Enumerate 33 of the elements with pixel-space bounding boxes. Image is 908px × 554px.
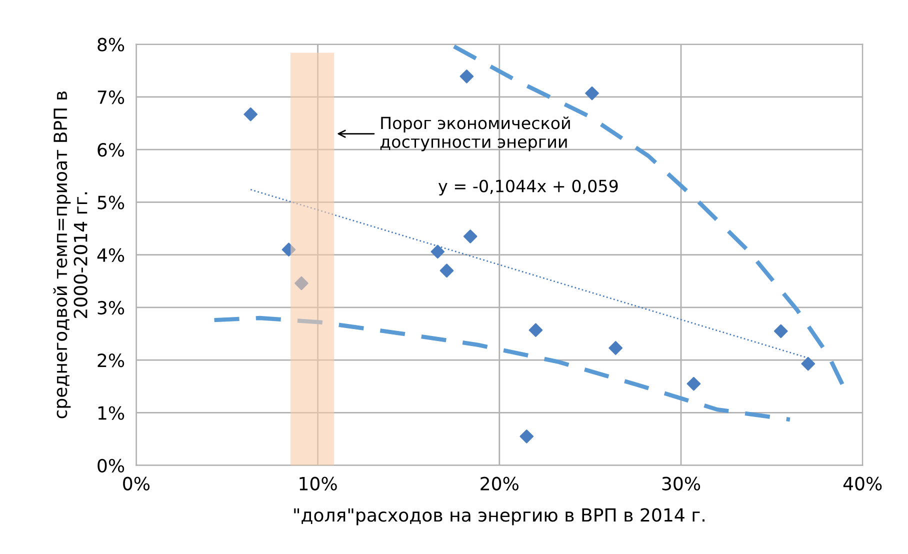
line-series xyxy=(212,316,792,422)
point xyxy=(294,276,308,290)
point xyxy=(244,107,258,122)
point xyxy=(520,430,534,444)
point xyxy=(282,242,296,256)
x-axis-title: "доля"расходов на энергию в ВРП в 2014 г. xyxy=(294,508,704,526)
y-tick-label: 4% xyxy=(97,248,124,262)
point xyxy=(585,86,599,100)
x-tick-label: 0% xyxy=(123,476,150,490)
point xyxy=(774,324,788,338)
y-tick-label: 2% xyxy=(98,354,124,368)
y-tick-label: 0% xyxy=(98,458,124,472)
x-tick-label: 20% xyxy=(480,476,518,490)
y-tick-label: 8% xyxy=(98,38,124,52)
point xyxy=(440,264,454,278)
point xyxy=(460,70,474,84)
y-tick-label: 7% xyxy=(98,90,124,104)
y-tick-label: 5% xyxy=(98,196,124,210)
point xyxy=(463,230,478,244)
point xyxy=(608,341,623,355)
point xyxy=(430,244,445,259)
y-tick-label: 6% xyxy=(98,143,124,157)
point xyxy=(801,356,816,371)
y-tick-label: 3% xyxy=(98,300,124,315)
annotation: y = -0,1044x + 0,059 xyxy=(438,180,618,196)
x-tick-label: 30% xyxy=(662,476,700,490)
point xyxy=(528,323,543,338)
x-tick-label: 10% xyxy=(300,476,337,490)
y-tick-label: 1% xyxy=(98,406,124,420)
y-axis-title: среднегодвой темп=приоат ВРП в 2000-2014 гг. xyxy=(53,91,88,418)
x-tick-label: 40% xyxy=(843,476,882,490)
band-label: Порог экономической доступности энергии xyxy=(380,116,570,152)
point xyxy=(686,376,701,391)
